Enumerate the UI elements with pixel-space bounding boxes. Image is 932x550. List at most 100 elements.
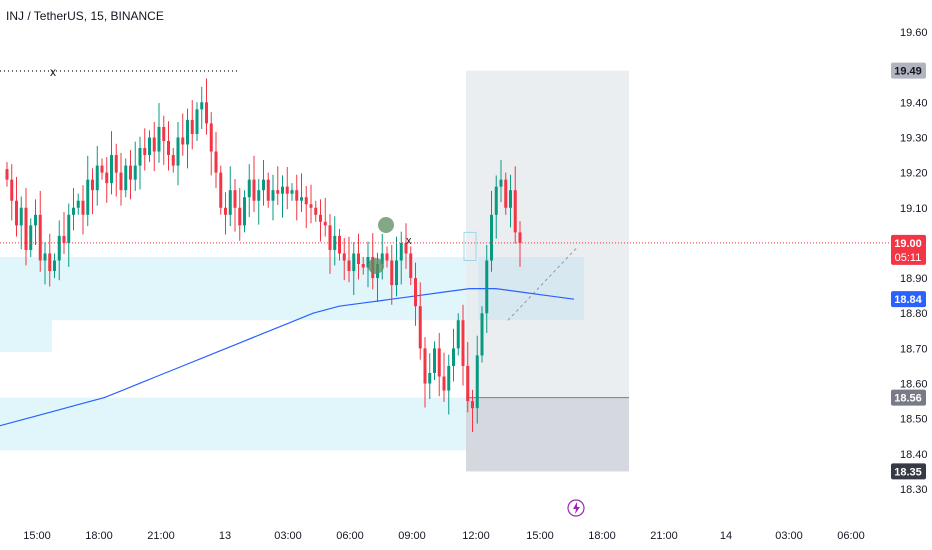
candle-body [304, 197, 308, 205]
moving-average [0, 288, 575, 427]
candle [385, 246, 389, 268]
candle-body [518, 232, 522, 243]
candle [423, 337, 427, 408]
candle-body [247, 179, 251, 198]
price-tick-label: 19.60 [900, 27, 928, 39]
candle [243, 190, 246, 233]
candle [91, 168, 94, 215]
candle-body [119, 172, 123, 191]
candle [504, 172, 508, 215]
candle [342, 238, 346, 281]
candle-body [86, 179, 90, 215]
candle [494, 175, 498, 239]
candle [86, 155, 90, 227]
price-tick-label: 19.20 [900, 168, 928, 180]
candle [157, 103, 161, 163]
price-tick-label: 18.50 [900, 414, 928, 426]
current-price-label: 19.00 [894, 238, 922, 250]
candle-body [352, 253, 356, 272]
price-tick-label: 19.40 [900, 97, 928, 109]
candle [466, 342, 470, 413]
price-tick-label: 19.10 [900, 203, 928, 215]
candle-body [409, 253, 413, 279]
candle-body [395, 260, 398, 286]
candle-body [72, 207, 75, 215]
candle-body [214, 151, 218, 173]
candle [352, 242, 356, 295]
candle-body [309, 204, 313, 208]
price-tick-label: 18.30 [900, 484, 928, 496]
candle-body [43, 253, 47, 261]
candle [361, 256, 365, 275]
candle-body [24, 207, 28, 250]
entry-label: 18.56 [894, 393, 922, 405]
lightning-icon [573, 502, 580, 514]
candle [447, 354, 451, 415]
candle-body [281, 186, 284, 194]
candle [437, 332, 441, 397]
zone-handle [463, 231, 477, 261]
ema-value-badge [891, 291, 926, 308]
candle-body [471, 401, 474, 409]
candle [224, 192, 227, 235]
candle [295, 174, 299, 221]
event-marker[interactable] [567, 499, 585, 517]
candle-body [29, 225, 33, 250]
candle-body [428, 372, 432, 384]
candle [266, 172, 270, 208]
candle-body [300, 197, 303, 201]
take-profit-badge [891, 62, 926, 79]
candle-body [285, 186, 289, 194]
zone-1 [0, 256, 476, 321]
time-tick-label: 06:00 [837, 530, 865, 542]
candle [133, 141, 137, 191]
candle [38, 190, 42, 272]
candle-body [509, 190, 512, 208]
candle-body [333, 235, 337, 250]
price-tick-label: 18.80 [900, 308, 928, 320]
candle [452, 328, 455, 382]
candle-body [38, 214, 42, 261]
annotations: xx [0, 65, 890, 274]
entry-badge [891, 389, 926, 406]
candle-body [114, 155, 118, 173]
candle-body [129, 165, 132, 180]
candle-body [95, 165, 99, 191]
candle [428, 353, 432, 400]
candle [138, 136, 142, 190]
candle [72, 188, 75, 231]
price-tick-label: 18.40 [900, 449, 928, 461]
candle [143, 128, 147, 171]
time-tick-label: 21:00 [147, 530, 175, 542]
candle-body [485, 260, 489, 314]
candle [304, 185, 308, 229]
time-tick-label: 18:00 [85, 530, 113, 542]
candle [328, 214, 332, 274]
candle [15, 176, 18, 237]
candle [499, 159, 503, 203]
candle [380, 233, 384, 280]
candle-body [157, 126, 161, 152]
signal-circle-top [378, 217, 394, 233]
candle-body [143, 148, 147, 156]
candle-body [385, 253, 389, 261]
candle-body [461, 320, 465, 366]
time-tick-label: 12:00 [462, 530, 490, 542]
candle [333, 216, 337, 266]
candle-body [404, 242, 408, 254]
candle [338, 228, 341, 261]
x-marker: x [50, 65, 56, 79]
candle [490, 190, 493, 272]
time-tick-label: 18:00 [588, 530, 616, 542]
candle [205, 78, 208, 135]
profit-box [466, 70, 629, 398]
candle-body [5, 169, 9, 180]
candle-body [57, 235, 61, 261]
supply-demand-zones [0, 256, 476, 451]
candle [433, 341, 436, 381]
candle [181, 113, 185, 156]
candle [456, 313, 460, 356]
candle-body [257, 190, 261, 201]
candle-body [399, 242, 403, 261]
